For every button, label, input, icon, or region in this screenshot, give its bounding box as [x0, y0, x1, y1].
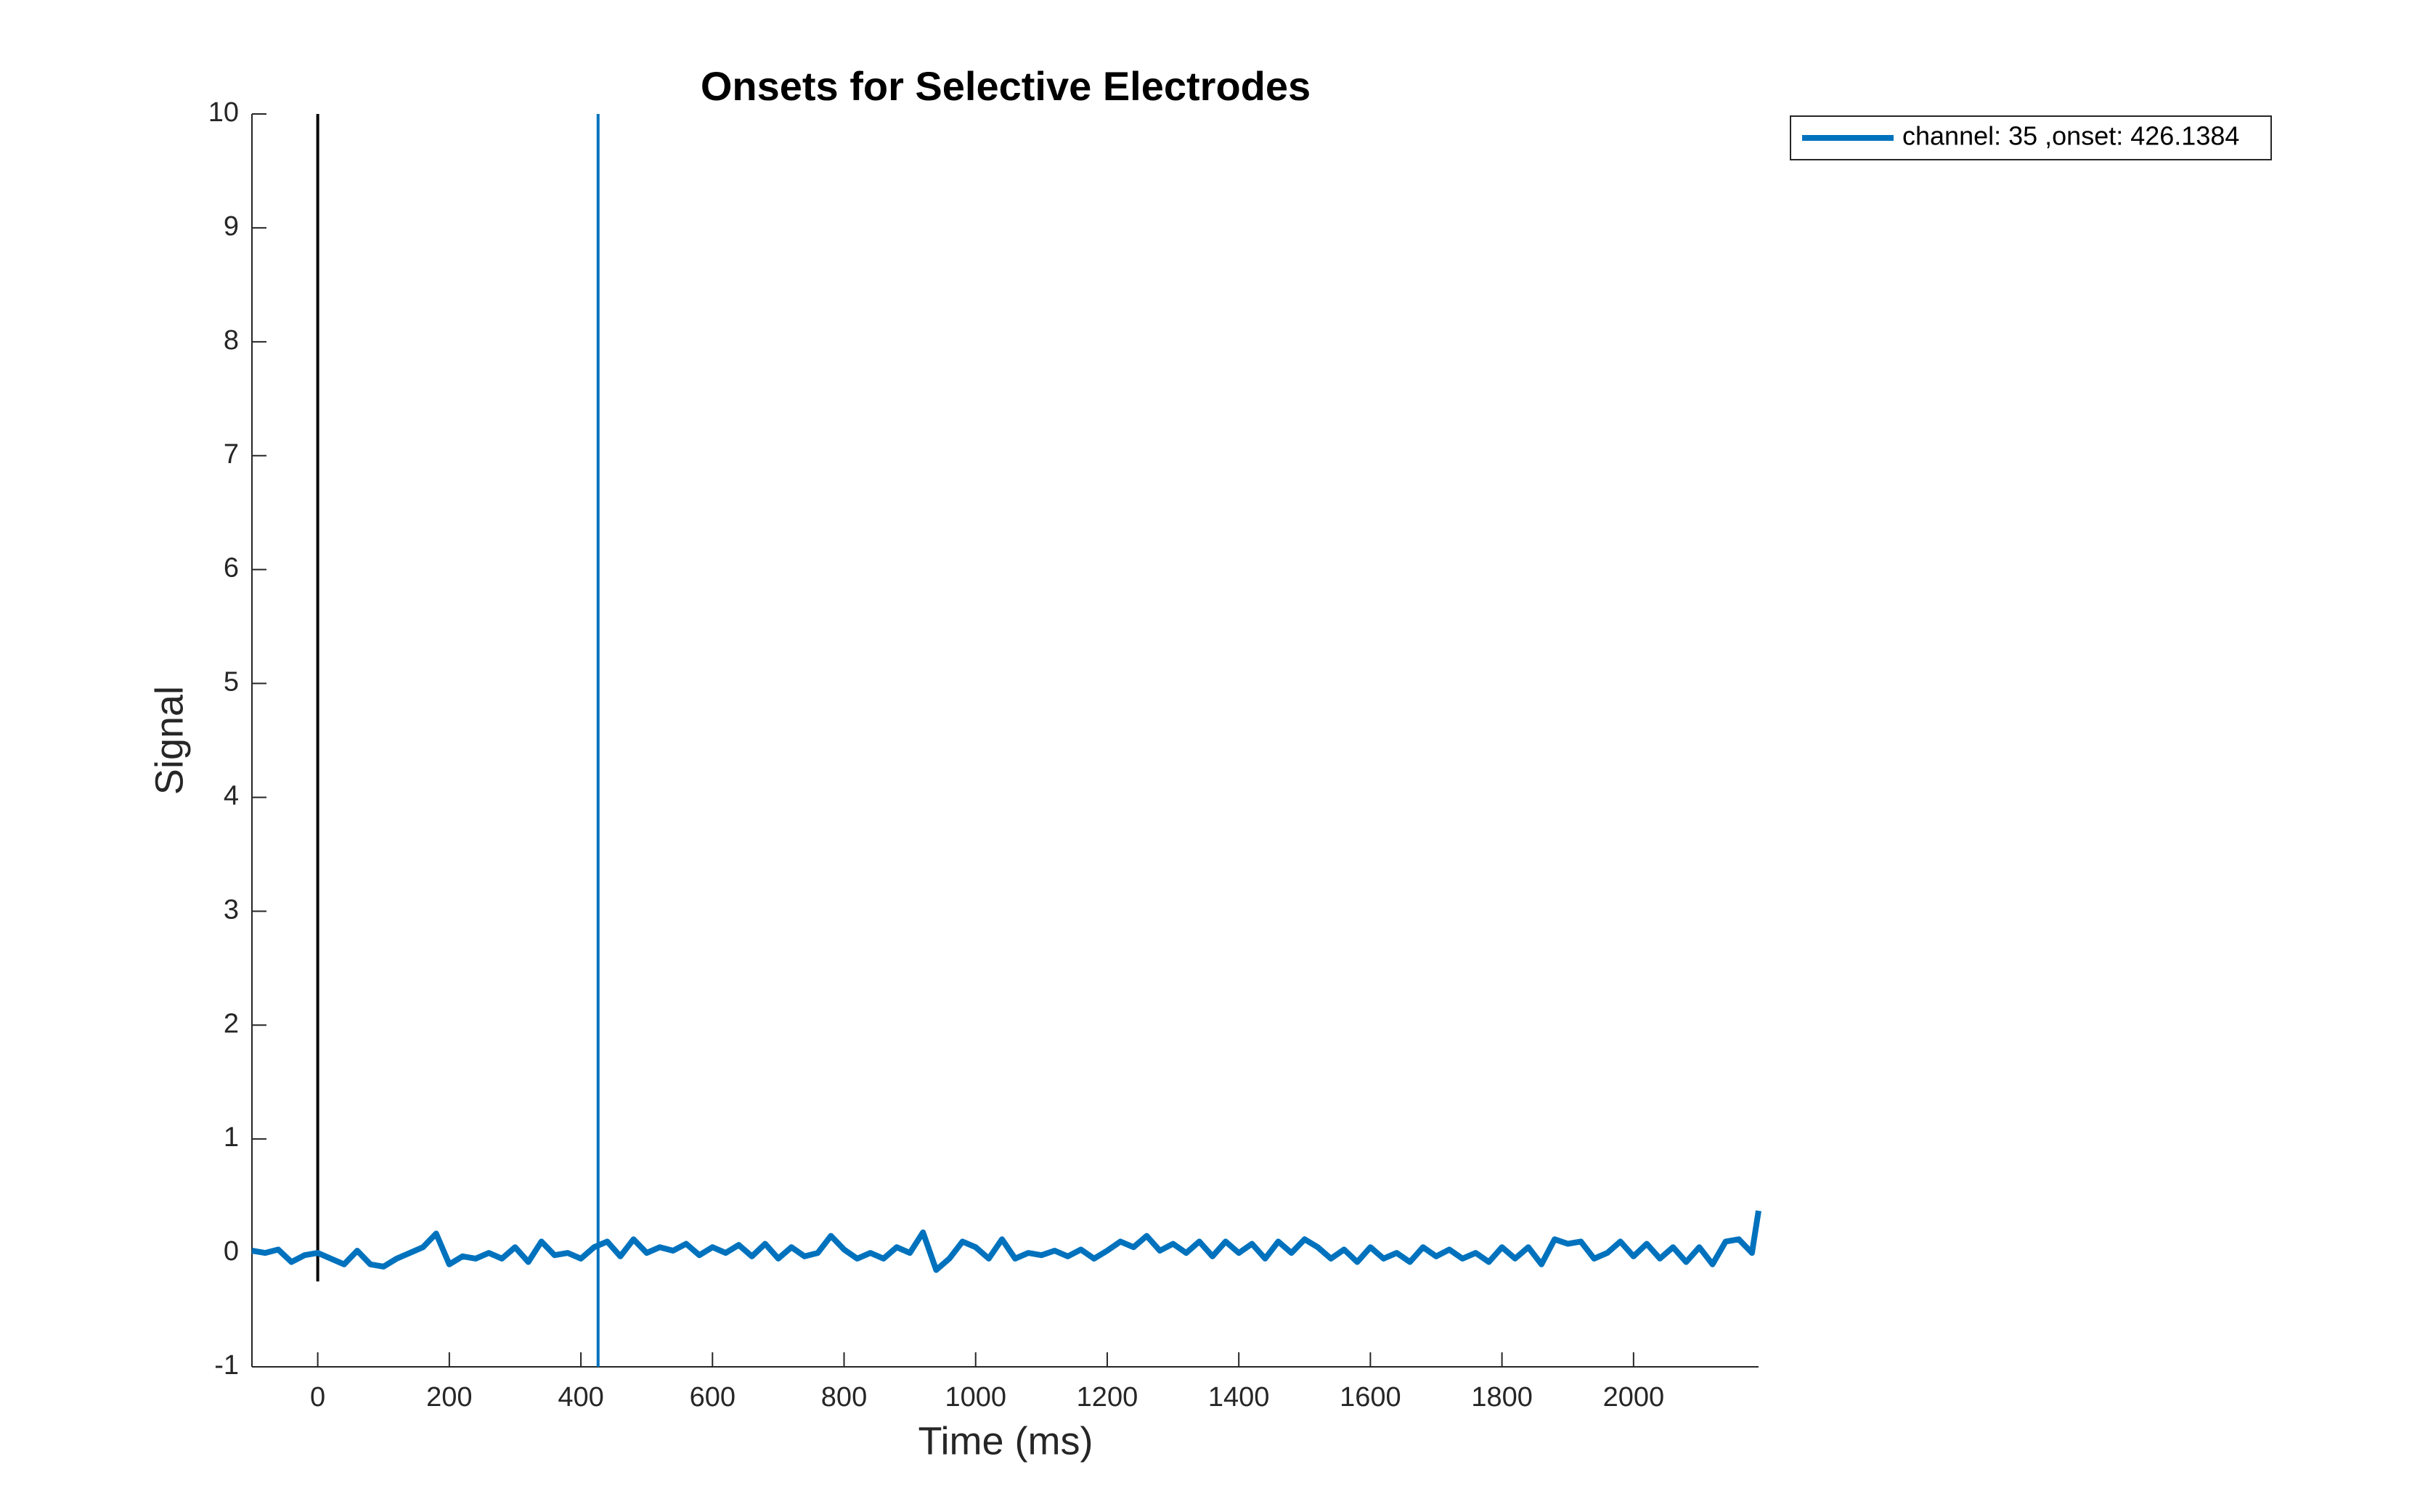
y-tick-label: 0 [224, 1236, 239, 1267]
y-tick-label: 7 [224, 439, 239, 470]
y-tick-label: 1 [224, 1122, 239, 1153]
x-tick-label: 600 [690, 1382, 736, 1413]
x-tick-label: 800 [821, 1382, 867, 1413]
series-line [251, 1210, 1761, 1273]
y-tick-label: 9 [224, 211, 239, 242]
y-tick-label: 2 [224, 1008, 239, 1039]
y-tick-label: 5 [224, 667, 239, 698]
x-tick-label: 200 [426, 1382, 472, 1413]
x-tick-label: 2000 [1603, 1382, 1665, 1413]
x-tick-label: 0 [310, 1382, 325, 1413]
y-tick-label: 6 [224, 553, 239, 584]
y-tick-label: 3 [224, 894, 239, 925]
y-tick-label: 4 [224, 780, 239, 811]
y-tick-label: 10 [208, 97, 239, 128]
y-tick-label: -1 [214, 1350, 239, 1381]
chart-title: Onsets for Selective Electrodes [701, 63, 1311, 109]
legend-label: channel: 35 ,onset: 426.1384 [1902, 121, 2239, 151]
y-axis-label: Signal [147, 686, 191, 795]
x-tick-label: 1800 [1471, 1382, 1533, 1413]
x-axis-label: Time (ms) [918, 1419, 1093, 1463]
x-tick-label: 400 [558, 1382, 603, 1413]
x-tick-label: 1600 [1340, 1382, 1401, 1413]
x-tick-label: 1400 [1208, 1382, 1270, 1413]
y-tick-label: 8 [224, 325, 239, 356]
x-tick-label: 1000 [945, 1382, 1006, 1413]
x-tick-label: 1200 [1077, 1382, 1138, 1413]
